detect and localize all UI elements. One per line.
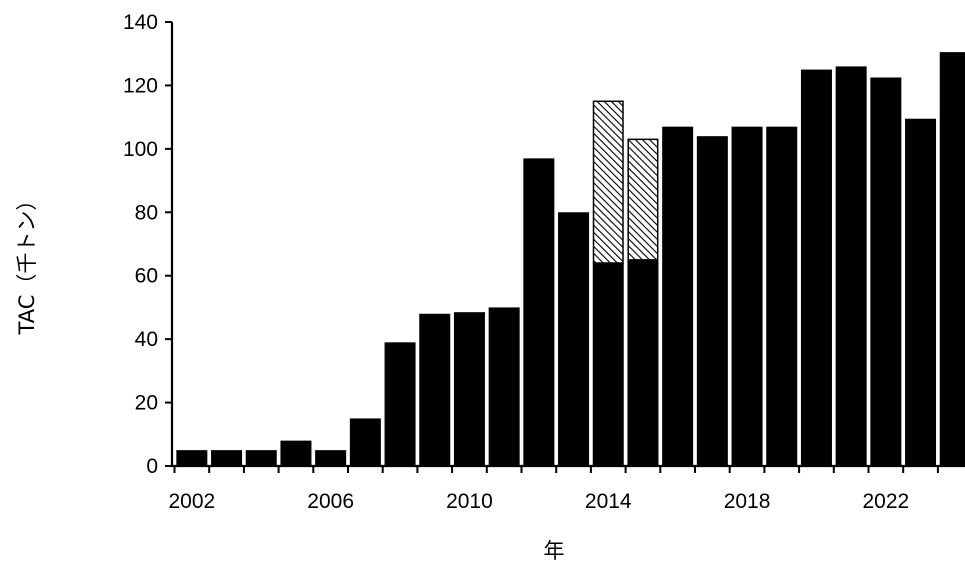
hatched-bar-2015 xyxy=(627,138,659,261)
bar-2017 xyxy=(696,136,728,466)
bar-2003 xyxy=(211,450,243,466)
bar-2024 xyxy=(939,52,965,466)
x-tick-label-2010: 2010 xyxy=(446,490,493,513)
bar-2023 xyxy=(905,118,937,466)
labels-layer: 0 20 40 60 80 100 120 140 2002 2006 2010 2014 2018 20… xyxy=(123,11,909,513)
x-tick-label-2002: 2002 xyxy=(168,490,215,513)
x-tick-label-2014: 2014 xyxy=(585,490,632,513)
x-axis-title: 年 xyxy=(544,539,565,563)
bar-2022 xyxy=(870,77,902,466)
y-tick-label-100: 100 xyxy=(123,138,158,161)
bar-2005 xyxy=(280,440,312,466)
bar-2018 xyxy=(731,126,763,467)
bar-2002 xyxy=(176,450,208,466)
bar-2010 xyxy=(453,312,485,466)
y-tick-label-20: 20 xyxy=(135,392,158,415)
bar-2014 xyxy=(592,263,624,466)
hatched-bar-2014 xyxy=(592,100,624,264)
bar-2019 xyxy=(766,126,798,467)
y-axis-title: TAC（千トン） xyxy=(15,190,39,336)
bar-2016 xyxy=(662,126,694,467)
y-tick-label-140: 140 xyxy=(123,11,158,34)
y-tick-label-80: 80 xyxy=(135,201,158,224)
y-tick-label-120: 120 xyxy=(123,74,158,97)
axes-layer xyxy=(165,21,965,473)
bar-2012 xyxy=(523,158,555,466)
bar-2015 xyxy=(627,259,659,466)
bar-2009 xyxy=(419,313,451,466)
bar-2013 xyxy=(558,212,590,466)
x-tick-label-2006: 2006 xyxy=(307,490,354,513)
bars-layer xyxy=(176,52,965,467)
bar-2006 xyxy=(315,450,347,466)
bar-2011 xyxy=(488,307,520,466)
bar-2008 xyxy=(384,342,416,466)
x-tick-label-2018: 2018 xyxy=(724,490,771,513)
bar-2007 xyxy=(349,418,381,466)
bar-2004 xyxy=(245,450,277,466)
y-tick-label-60: 60 xyxy=(135,265,158,288)
x-tick-label-2022: 2022 xyxy=(862,490,909,513)
y-tick-label-0: 0 xyxy=(146,455,158,478)
bar-2021 xyxy=(835,66,867,467)
bar-2020 xyxy=(800,69,832,467)
y-tick-label-40: 40 xyxy=(135,328,158,351)
